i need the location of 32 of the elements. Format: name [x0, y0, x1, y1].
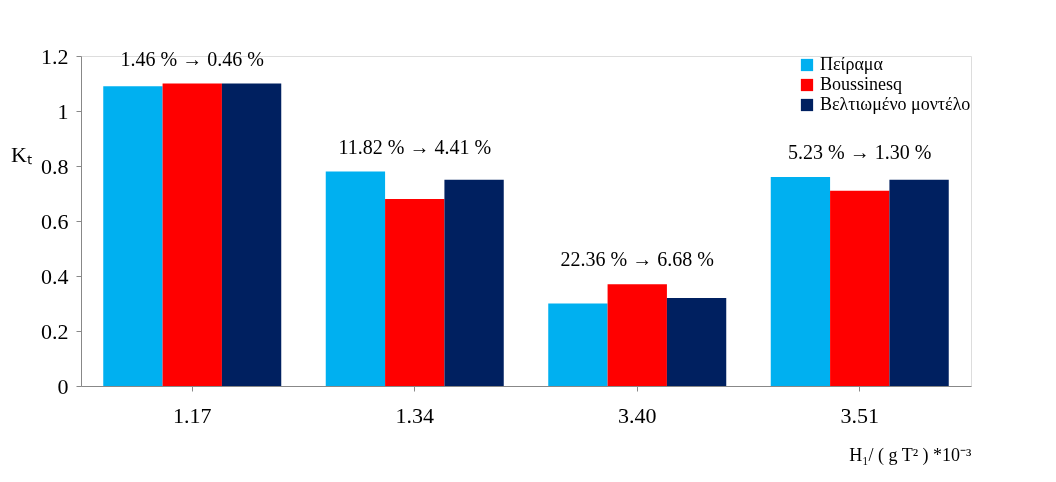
bar — [103, 86, 163, 386]
x-tick-label: 3.51 — [840, 402, 879, 428]
bar — [770, 177, 831, 386]
y-tick-label: 1.2 — [41, 43, 69, 69]
legend-label: Boussinesq — [820, 74, 903, 94]
x-tick-label: 1.34 — [395, 402, 434, 428]
bar — [325, 171, 386, 386]
annotation: 11.82 % → 4.41 % — [338, 135, 492, 158]
bar — [221, 83, 282, 386]
y-tick-label: 0.8 — [41, 153, 69, 179]
legend-label: Πείραμα — [820, 54, 884, 74]
y-axis-title: Kₜ — [11, 141, 32, 167]
y-tick-label: 0.2 — [41, 318, 69, 344]
y-tick-label: 1 — [57, 98, 69, 124]
legend-label: Βελτιωμένο μοντέλο — [820, 94, 971, 114]
bar — [385, 199, 445, 386]
annotation: 22.36 % → 6.68 % — [560, 248, 714, 271]
bar — [444, 179, 504, 386]
x-axis-title: H₁/ ( g T² ) *10⁻³ — [849, 444, 973, 466]
x-tick-label: 3.40 — [618, 402, 657, 428]
y-tick-label: 0 — [57, 373, 69, 399]
y-tick-label: 0.6 — [41, 208, 69, 234]
bar — [830, 190, 890, 386]
annotation: 1.46 % → 0.46 % — [120, 47, 264, 70]
bar — [162, 83, 222, 386]
bar — [607, 284, 667, 386]
x-tick-label: 1.17 — [173, 402, 212, 428]
annotation: 5.23 % → 1.30 % — [788, 141, 932, 163]
y-tick-label: 0.4 — [41, 263, 69, 289]
bar — [548, 303, 608, 386]
bar — [666, 298, 727, 386]
bar — [889, 179, 949, 386]
